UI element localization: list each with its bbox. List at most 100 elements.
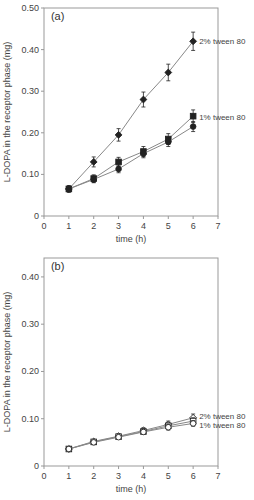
y-tick (41, 132, 44, 133)
point (90, 159, 97, 166)
point (90, 438, 97, 445)
figure: 0123456700.100.200.300.400.50time (h)L-D… (0, 0, 254, 500)
series-line (69, 41, 193, 189)
error-bar (117, 165, 121, 172)
y-tick (41, 276, 44, 277)
x-tick-label: 3 (116, 221, 121, 231)
y-tick (41, 466, 44, 467)
x-tick (143, 466, 144, 469)
point (91, 440, 97, 446)
y-tick-label: 0 (34, 211, 39, 221)
x-tick (218, 216, 219, 219)
y-tick-label: 0.20 (21, 366, 39, 376)
point (190, 421, 196, 427)
data-group (65, 414, 196, 452)
error-bar (67, 186, 71, 193)
x-tick (118, 466, 119, 469)
point (165, 139, 171, 145)
point (91, 177, 97, 183)
error-bar (141, 429, 145, 434)
series-line (69, 421, 193, 449)
point (165, 424, 171, 430)
x-tick (193, 466, 194, 469)
error-bar (166, 137, 170, 146)
point (66, 186, 72, 192)
y-tick (41, 216, 44, 217)
error-bar (141, 147, 145, 157)
x-tick-label: 4 (141, 221, 146, 231)
x-tick-label: 1 (66, 471, 71, 481)
x-tick-label: 4 (141, 471, 146, 481)
point (65, 186, 72, 193)
point (65, 446, 72, 453)
y-axis-label: L-DOPA in the receptor phase (mg) (2, 292, 12, 432)
x-tick (218, 466, 219, 469)
error-bar (92, 175, 96, 182)
point (190, 38, 197, 45)
error-bar (67, 186, 71, 191)
point (141, 429, 147, 435)
panel: 0123456700.100.200.300.400.50time (h)L-D… (2, 3, 246, 244)
panel-title: (b) (51, 260, 64, 272)
x-tick (118, 216, 119, 219)
x-tick-label: 2 (91, 221, 96, 231)
x-tick-label: 5 (166, 221, 171, 231)
y-tick-label: 0.20 (21, 128, 39, 138)
plot-frame (44, 258, 218, 466)
y-tick-label: 0.10 (21, 169, 39, 179)
y-tick (41, 418, 44, 419)
error-bar (117, 434, 121, 439)
error-bar (92, 176, 96, 183)
point (141, 429, 147, 435)
point (91, 176, 97, 182)
y-tick-label: 0.30 (21, 319, 39, 329)
error-bar (191, 110, 195, 122)
annotation: 2% tween 80 (199, 37, 246, 46)
x-tick (93, 216, 94, 219)
x-tick (143, 216, 144, 219)
error-bar (166, 134, 170, 145)
point (140, 96, 147, 103)
x-tick (68, 216, 69, 219)
x-tick-label: 7 (215, 221, 220, 231)
point (116, 166, 122, 172)
panel: 0123456700.100.200.300.40time (h)L-DOPA … (2, 258, 246, 494)
point (91, 439, 97, 445)
error-bar (141, 430, 145, 435)
y-tick-label: 0.10 (21, 414, 39, 424)
point (66, 186, 72, 192)
x-axis-label: time (h) (116, 234, 147, 244)
error-bar (117, 435, 121, 439)
error-bar (191, 122, 195, 132)
panel-title: (a) (51, 10, 64, 22)
annotation: 1% tween 80 (199, 113, 246, 122)
point (190, 124, 196, 130)
y-tick-label: 0.40 (21, 272, 39, 282)
x-tick (193, 216, 194, 219)
y-axis-label: L-DOPA in the receptor phase (mg) (2, 42, 12, 182)
point (66, 446, 72, 452)
y-tick (41, 91, 44, 92)
error-bar (67, 186, 71, 192)
point (190, 113, 196, 119)
error-bar (166, 424, 170, 430)
x-tick-label: 6 (191, 221, 196, 231)
error-bar (141, 149, 145, 157)
error-bar (191, 421, 195, 427)
x-tick-label: 0 (41, 471, 46, 481)
x-tick-label: 2 (91, 471, 96, 481)
series-line (69, 423, 193, 449)
point (116, 434, 122, 440)
point (115, 433, 122, 440)
point (115, 131, 122, 138)
x-tick (168, 466, 169, 469)
data-group (65, 32, 196, 192)
x-tick (68, 466, 69, 469)
point (116, 434, 122, 440)
y-tick (41, 8, 44, 9)
error-bar (92, 440, 96, 444)
annotation: 2% tween 80 (199, 412, 246, 421)
y-tick-label: 0.40 (21, 45, 39, 55)
x-tick-label: 5 (166, 471, 171, 481)
y-tick (41, 324, 44, 325)
